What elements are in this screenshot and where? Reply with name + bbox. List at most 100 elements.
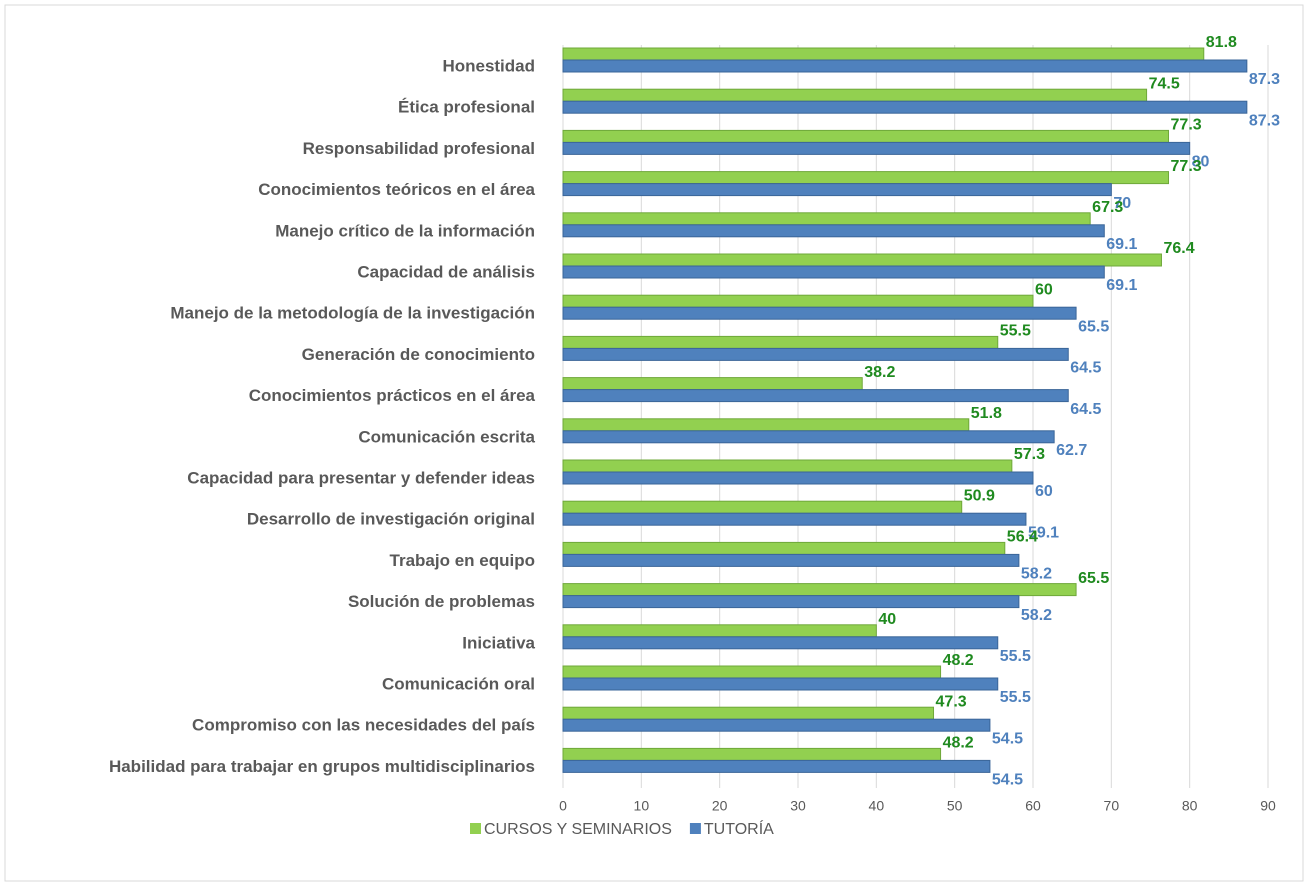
x-tick-label: 80 xyxy=(1182,798,1198,814)
category-label: Trabajo en equipo xyxy=(390,551,535,570)
value-label: 87.3 xyxy=(1249,71,1280,88)
value-label: 58.2 xyxy=(1021,607,1052,624)
value-label: 54.5 xyxy=(992,730,1023,747)
value-label: 48.2 xyxy=(943,735,974,752)
category-label: Comunicación oral xyxy=(382,674,535,693)
bar xyxy=(562,583,1077,597)
bar xyxy=(562,512,1027,526)
bar xyxy=(562,759,991,773)
category-label: Conocimientos prácticos en el área xyxy=(249,386,536,405)
legend-label: CURSOS Y SEMINARIOS xyxy=(484,821,672,838)
x-tick-label: 40 xyxy=(869,798,885,814)
bar xyxy=(562,306,1077,320)
bar xyxy=(562,747,942,761)
value-label: 65.5 xyxy=(1078,318,1109,335)
value-label: 48.2 xyxy=(943,652,974,669)
value-label: 55.5 xyxy=(1000,648,1031,665)
bar xyxy=(562,718,991,732)
category-label: Desarrollo de investigación original xyxy=(247,510,535,529)
bar xyxy=(562,677,999,691)
value-label: 54.5 xyxy=(992,772,1023,789)
category-label: Comunicación escrita xyxy=(358,427,535,446)
bar xyxy=(562,129,1170,143)
category-label: Iniciativa xyxy=(462,633,535,652)
category-label: Compromiso con las necesidades del país xyxy=(192,716,535,735)
value-label: 77.3 xyxy=(1171,117,1202,134)
x-tick-label: 10 xyxy=(634,798,650,814)
value-label: 60 xyxy=(1035,483,1053,500)
value-label: 55.5 xyxy=(1000,323,1031,340)
category-label: Manejo de la metodología de la investiga… xyxy=(170,304,535,323)
bar xyxy=(562,294,1034,308)
value-label: 77.3 xyxy=(1171,158,1202,175)
value-label: 58.2 xyxy=(1021,566,1052,583)
category-label: Capacidad para presentar y defender idea… xyxy=(187,468,535,487)
bar xyxy=(562,541,1006,555)
category-label: Capacidad de análisis xyxy=(357,262,535,281)
value-label: 87.3 xyxy=(1249,112,1280,129)
value-label: 55.5 xyxy=(1000,689,1031,706)
bar xyxy=(562,459,1013,473)
value-label: 76.4 xyxy=(1163,240,1194,257)
bar xyxy=(562,212,1091,226)
bar xyxy=(562,389,1069,403)
bar xyxy=(562,553,1020,567)
bar xyxy=(562,624,877,638)
bar xyxy=(562,141,1191,155)
value-label: 67.3 xyxy=(1092,199,1123,216)
value-label: 51.8 xyxy=(971,405,1002,422)
bar xyxy=(562,335,999,349)
bar xyxy=(562,88,1148,102)
bar xyxy=(562,47,1205,61)
bar xyxy=(562,377,863,391)
value-label: 69.1 xyxy=(1106,277,1137,294)
bar xyxy=(562,171,1170,185)
x-tick-label: 50 xyxy=(947,798,963,814)
bar xyxy=(562,418,970,432)
category-label: Manejo crítico de la información xyxy=(275,221,535,240)
bar xyxy=(562,59,1248,73)
value-label: 47.3 xyxy=(936,693,967,710)
value-label: 74.5 xyxy=(1149,75,1180,92)
value-label: 64.5 xyxy=(1070,360,1101,377)
value-label: 62.7 xyxy=(1056,442,1087,459)
value-label: 65.5 xyxy=(1078,570,1109,587)
value-label: 69.1 xyxy=(1106,236,1137,253)
x-tick-label: 60 xyxy=(1025,798,1041,814)
bar xyxy=(562,347,1069,361)
bar xyxy=(562,665,942,679)
category-label: Responsabilidad profesional xyxy=(303,139,535,158)
legend-swatch xyxy=(689,823,701,834)
value-label: 64.5 xyxy=(1070,401,1101,418)
x-tick-label: 0 xyxy=(559,798,567,814)
legend-swatch xyxy=(470,823,481,834)
bar xyxy=(562,471,1034,485)
legend-label: TUTORÍA xyxy=(704,819,774,838)
value-label: 81.8 xyxy=(1206,34,1237,51)
category-label: Habilidad para trabajar en grupos multid… xyxy=(109,757,535,776)
category-label: Solución de problemas xyxy=(348,592,535,611)
x-tick-label: 30 xyxy=(790,798,806,814)
bar xyxy=(562,253,1162,267)
value-label: 50.9 xyxy=(964,487,995,504)
x-tick-label: 20 xyxy=(712,798,728,814)
bar xyxy=(562,500,963,514)
bar xyxy=(562,706,935,720)
bar xyxy=(562,595,1020,609)
value-label: 40 xyxy=(878,611,896,628)
x-tick-label: 90 xyxy=(1260,798,1276,814)
value-label: 59.1 xyxy=(1028,524,1059,541)
value-label: 38.2 xyxy=(864,364,895,381)
category-label: Ética profesional xyxy=(398,98,535,117)
value-label: 70 xyxy=(1113,195,1131,212)
value-label: 60 xyxy=(1035,281,1053,298)
bar xyxy=(562,265,1105,279)
value-label: 56.4 xyxy=(1007,529,1038,546)
bar xyxy=(562,100,1248,114)
value-label: 57.3 xyxy=(1014,446,1045,463)
value-label: 80 xyxy=(1192,154,1210,171)
category-label: Generación de conocimiento xyxy=(302,345,535,364)
category-label: Conocimientos teóricos en el área xyxy=(258,180,535,199)
category-label: Honestidad xyxy=(442,56,535,75)
